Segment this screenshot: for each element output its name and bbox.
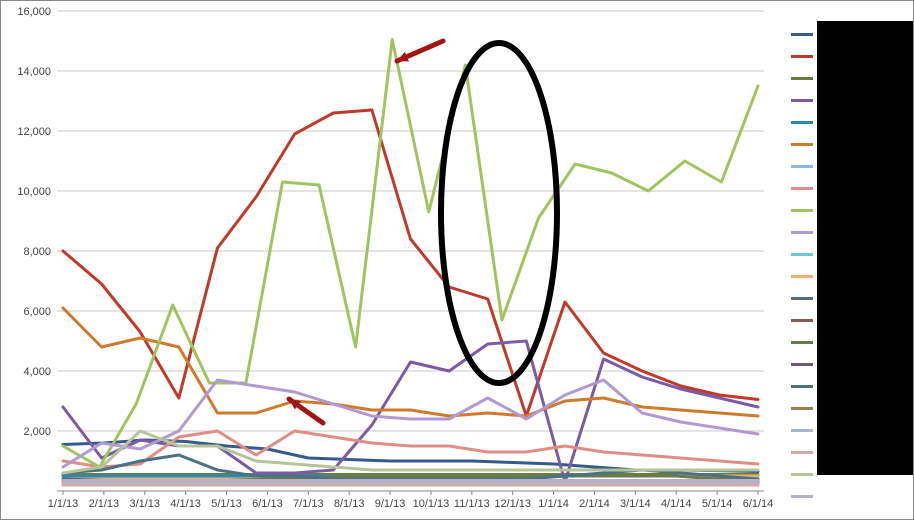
x-tick-label: 2/1/13 [89, 498, 120, 510]
y-tick-label: 2,000 [23, 426, 51, 438]
legend-swatch [791, 429, 813, 432]
legend-item [791, 309, 819, 331]
y-tick-label: 6,000 [23, 306, 51, 318]
legend-swatch [791, 231, 813, 234]
legend-redaction [817, 21, 913, 475]
x-tick-label: 8/1/13 [334, 498, 365, 510]
x-tick-label: 7/1/13 [293, 498, 324, 510]
legend-item [791, 375, 819, 397]
legend-item [791, 23, 819, 45]
x-tick-label: 6/1/14 [743, 498, 774, 510]
y-tick-label: 12,000 [17, 126, 51, 138]
x-tick-label: 12/1/13 [494, 498, 531, 510]
legend-item [791, 419, 819, 441]
legend-swatch [791, 385, 813, 388]
legend-item [791, 485, 819, 507]
legend-swatch [791, 77, 813, 80]
legend-item [791, 221, 819, 243]
x-tick-label: 3/1/14 [620, 498, 651, 510]
y-tick-label: 16,000 [17, 6, 51, 18]
legend-item [791, 45, 819, 67]
legend-item [791, 89, 819, 111]
legend-swatch [791, 187, 813, 190]
chart-container: 2,000 4,000 6,000 8,000 10,000 12,000 14,000 16… [0, 0, 914, 520]
x-tick-label: 3/1/13 [129, 498, 160, 510]
legend-item [791, 353, 819, 375]
legend-swatch [791, 407, 813, 410]
legend-swatch [791, 363, 813, 366]
legend-swatch [791, 121, 813, 124]
x-tick-label: 6/1/13 [252, 498, 283, 510]
y-tick-label: 14,000 [17, 66, 51, 78]
legend-swatch [791, 473, 813, 476]
legend-swatch [791, 165, 813, 168]
x-tick-label: 4/1/14 [661, 498, 692, 510]
y-tick-label: 4,000 [23, 366, 51, 378]
legend-swatch [791, 99, 813, 102]
x-tick-label: 5/1/13 [211, 498, 242, 510]
legend-swatch [791, 275, 813, 278]
legend-item [791, 155, 819, 177]
legend-item [791, 265, 819, 287]
legend-swatch [791, 319, 813, 322]
legend-item [791, 331, 819, 353]
legend [791, 23, 819, 507]
legend-swatch [791, 341, 813, 344]
legend-swatch [791, 33, 813, 36]
x-tick-label: 1/1/14 [538, 498, 569, 510]
legend-swatch [791, 297, 813, 300]
legend-swatch [791, 55, 813, 58]
legend-item [791, 177, 819, 199]
legend-item [791, 199, 819, 221]
legend-item [791, 133, 819, 155]
legend-item [791, 397, 819, 419]
x-tick-label: 2/1/14 [579, 498, 610, 510]
line-chart: 2,000 4,000 6,000 8,000 10,000 12,000 14,000 16… [1, 1, 914, 520]
legend-item [791, 287, 819, 309]
legend-swatch [791, 451, 813, 454]
x-tick-label: 4/1/13 [170, 498, 201, 510]
legend-swatch [791, 209, 813, 212]
legend-swatch [791, 143, 813, 146]
x-tick-label: 11/1/13 [454, 498, 490, 510]
y-tick-label: 10,000 [17, 186, 51, 198]
legend-item [791, 463, 819, 485]
legend-item [791, 243, 819, 265]
legend-swatch [791, 253, 813, 256]
legend-item [791, 441, 819, 463]
legend-item [791, 111, 819, 133]
x-tick-label: 5/1/14 [702, 498, 733, 510]
x-tick-label: 10/1/13 [413, 498, 450, 510]
x-tick-label: 9/1/13 [375, 498, 406, 510]
x-tick-label: 1/1/13 [48, 498, 79, 510]
y-tick-label: 8,000 [23, 246, 51, 258]
legend-item [791, 67, 819, 89]
legend-swatch [791, 495, 813, 498]
